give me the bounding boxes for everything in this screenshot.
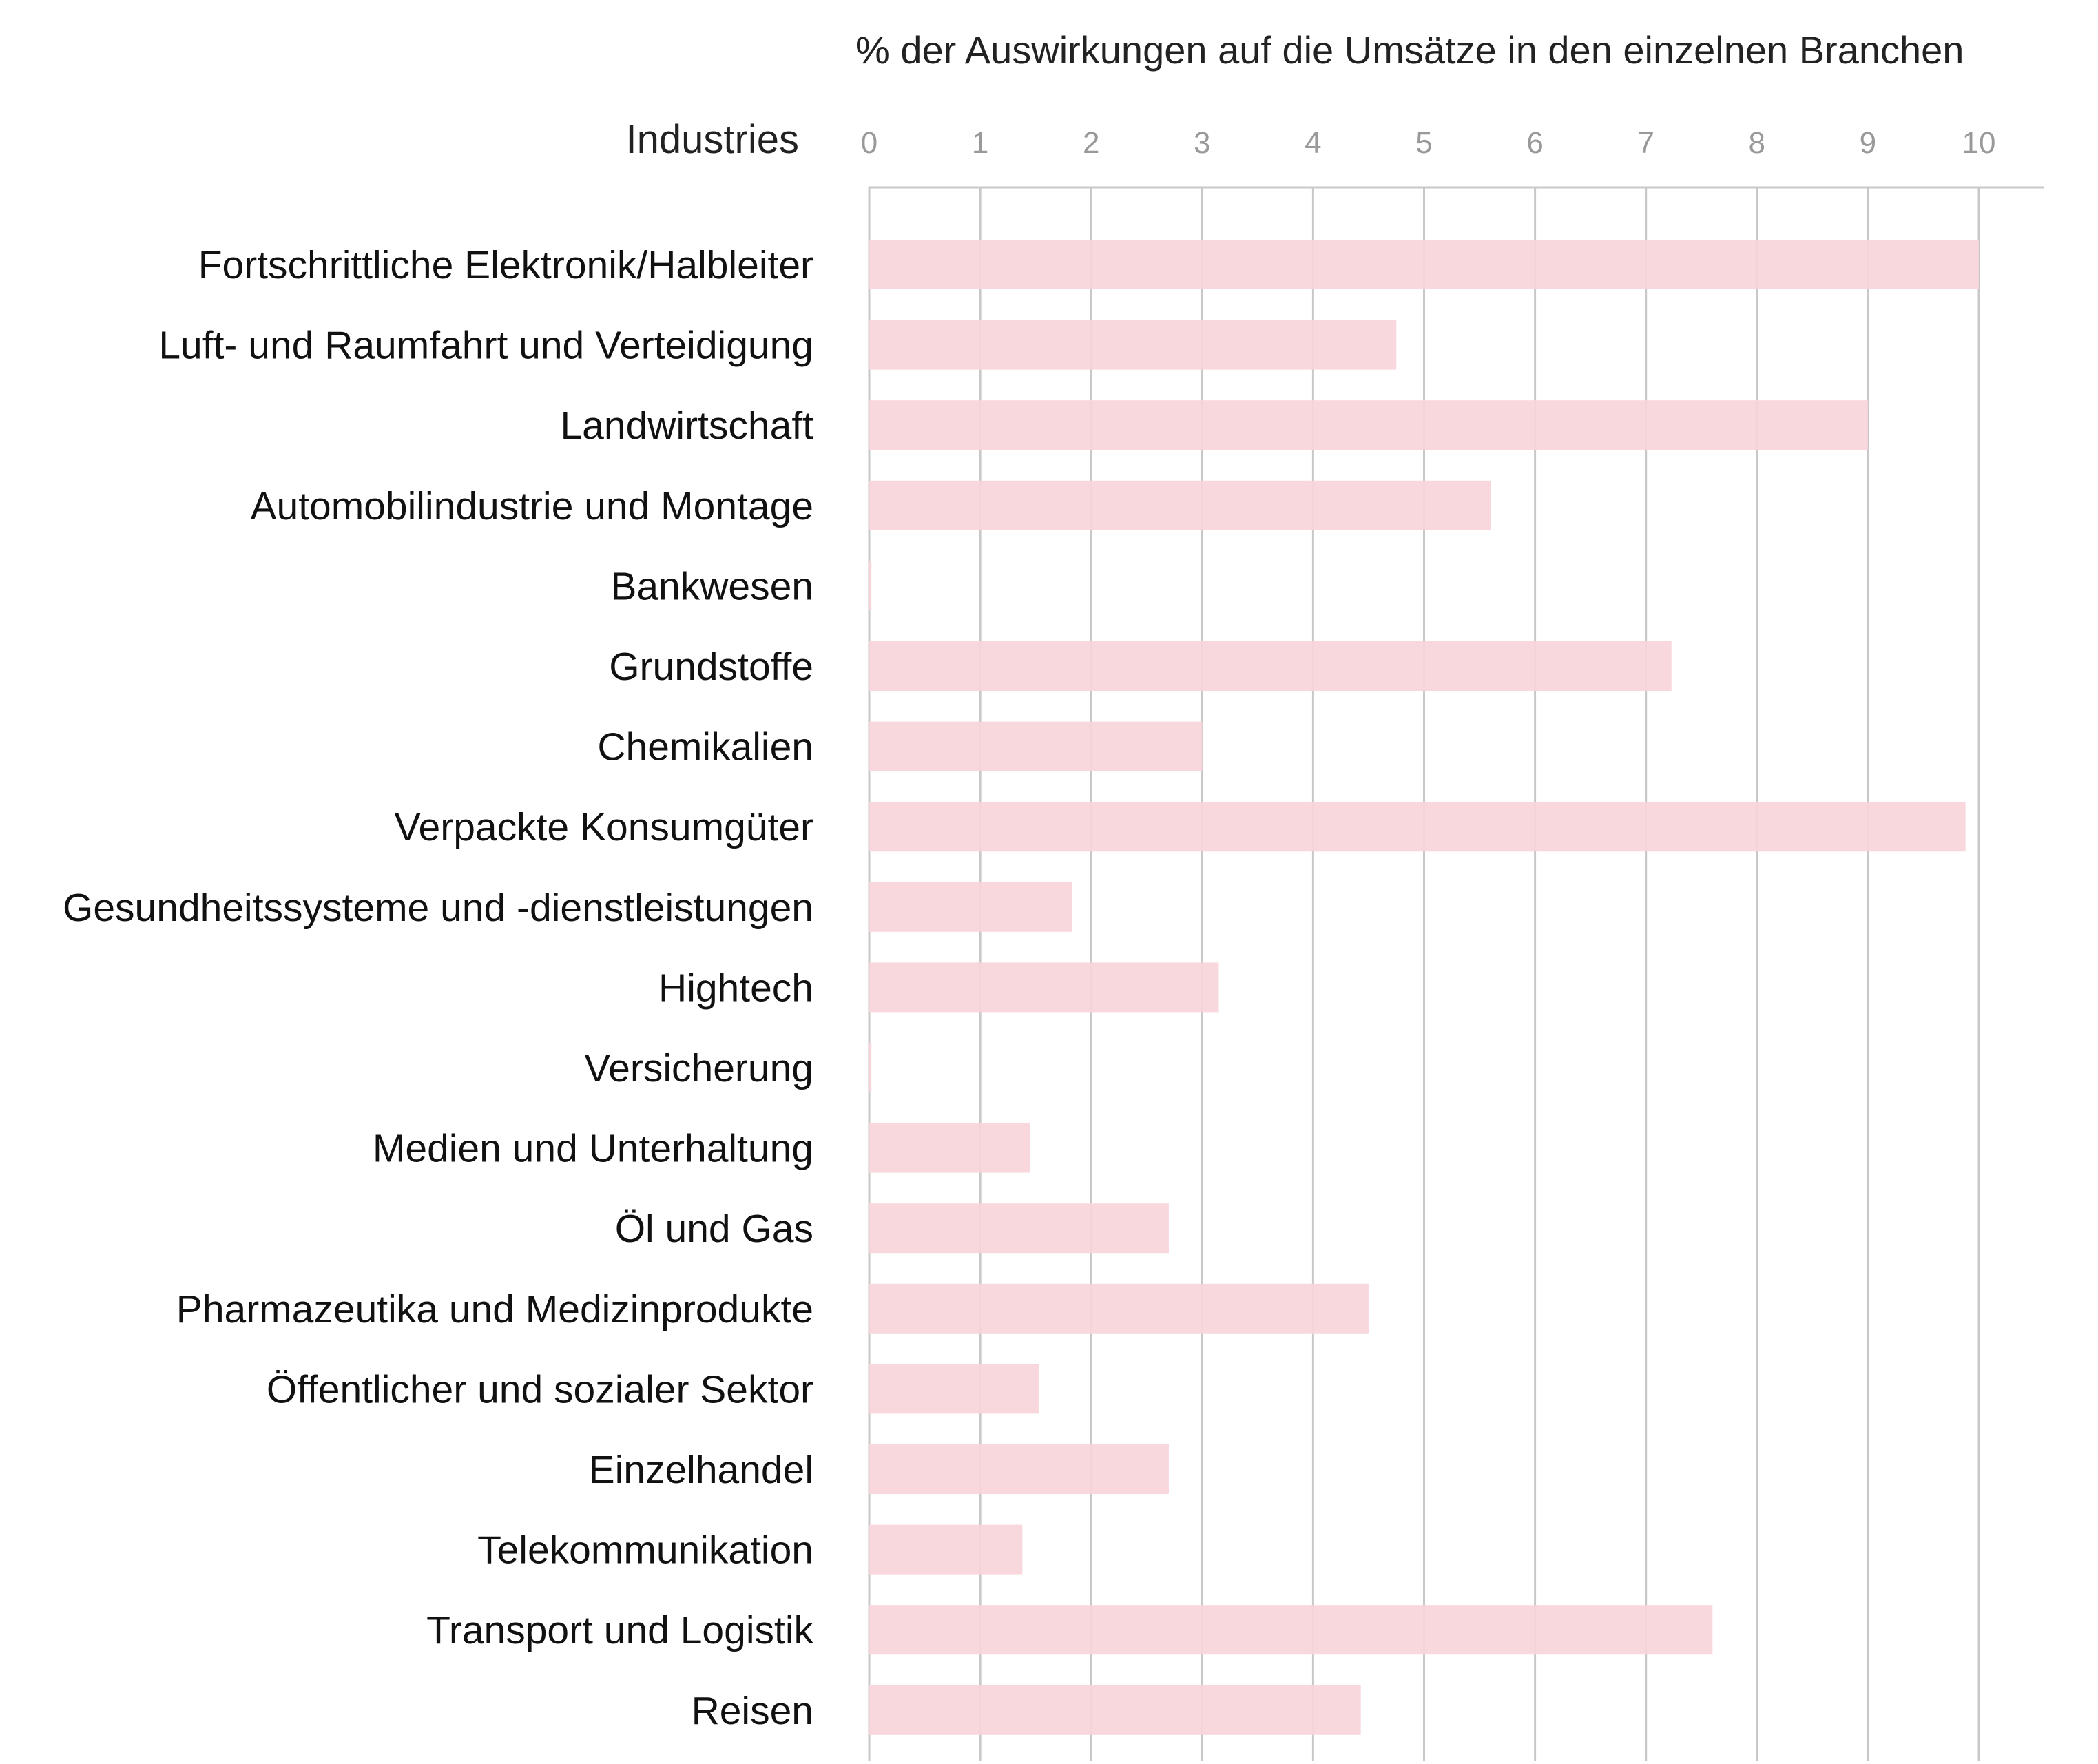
category-label-4: Bankwesen [610, 564, 813, 608]
tick-label-2: 2 [1083, 126, 1099, 160]
tick-label-0: 0 [861, 126, 877, 160]
bar-0 [869, 240, 1979, 289]
tick-label-5: 5 [1415, 126, 1432, 160]
tick-label-6: 6 [1526, 126, 1543, 160]
category-header: Industries [626, 117, 799, 162]
bar-9 [869, 962, 1219, 1013]
bar-2 [869, 400, 1868, 450]
category-label-6: Chemikalien [597, 725, 813, 769]
bar-16 [869, 1524, 1023, 1575]
bar-13 [869, 1283, 1369, 1334]
category-label-1: Luft- und Raumfahrt und Verteidigung [158, 324, 813, 368]
category-label-13: Pharmazeutika und Medizinprodukte [176, 1287, 813, 1331]
bar-12 [869, 1203, 1169, 1254]
bar-14 [869, 1364, 1039, 1414]
tick-label-1: 1 [972, 126, 988, 160]
tick-label-9: 9 [1860, 126, 1876, 160]
category-label-17: Transport und Logistik [426, 1608, 813, 1652]
bar-7 [869, 802, 1966, 852]
category-label-16: Telekommunikation [477, 1528, 813, 1573]
category-label-9: Hightech [658, 966, 813, 1010]
category-label-7: Verpackte Konsumgüter [395, 805, 813, 849]
bar-5 [869, 641, 1672, 691]
bar-11 [869, 1123, 1030, 1173]
tick-label-7: 7 [1637, 126, 1654, 160]
category-label-18: Reisen [692, 1689, 813, 1733]
bar-6 [869, 721, 1203, 771]
category-label-14: Öffentlicher und sozialer Sektor [267, 1367, 813, 1411]
category-label-12: Öl und Gas [615, 1207, 813, 1251]
x-tick-labels: 0 1 2 3 4 5 6 7 8 9 10 [861, 126, 1996, 160]
category-label-5: Grundstoffe [609, 645, 813, 689]
bar-18 [869, 1685, 1361, 1735]
category-label-11: Medien und Unterhaltung [373, 1127, 813, 1171]
tick-label-10: 10 [1962, 126, 1996, 160]
category-label-3: Automobilindustrie und Montage [250, 484, 813, 528]
bar-3 [869, 480, 1491, 530]
tick-label-3: 3 [1194, 126, 1210, 160]
tick-label-8: 8 [1749, 126, 1765, 160]
bar-1 [869, 320, 1397, 370]
category-label-8: Gesundheitssysteme und -dienstleistungen [63, 886, 813, 930]
category-label-10: Versicherung [584, 1046, 813, 1090]
category-labels: Fortschrittliche Elektronik/Halbleiter Lu… [63, 243, 813, 1733]
axis-title: % der Auswirkungen auf die Umsätze in de… [855, 28, 1964, 72]
tick-label-4: 4 [1305, 126, 1321, 160]
bars [869, 240, 1979, 1735]
bar-15 [869, 1444, 1169, 1494]
bar-17 [869, 1605, 1713, 1655]
bar-10 [869, 1043, 872, 1092]
category-label-2: Landwirtschaft [560, 404, 813, 448]
category-label-0: Fortschrittliche Elektronik/Halbleiter [198, 243, 813, 287]
bar-8 [869, 882, 1072, 932]
bar-4 [869, 561, 872, 611]
category-label-15: Einzelhandel [589, 1448, 813, 1492]
